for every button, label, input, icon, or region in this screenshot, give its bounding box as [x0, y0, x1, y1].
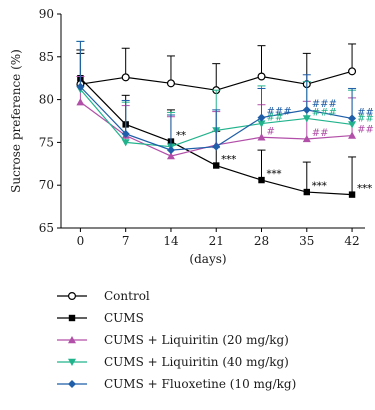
legend: Control CUMS CUMS + Liquiritin (20 mg/kg) C… — [57, 289, 296, 391]
data-point — [76, 82, 85, 91]
legend-marker — [68, 336, 76, 344]
series-control — [76, 43, 357, 95]
legend-label: CUMS — [104, 311, 144, 325]
y-tick-label: 90 — [39, 7, 54, 21]
data-point — [257, 120, 266, 128]
y-tick-label: 65 — [39, 221, 54, 235]
y-tick-label: 85 — [39, 50, 54, 64]
significance-mark: ## — [312, 128, 329, 139]
y-axis-title: Sucrose preference (%) — [9, 49, 23, 193]
x-axis-title: (days) — [189, 252, 226, 266]
data-point — [348, 114, 357, 123]
data-point — [348, 121, 357, 129]
data-point — [212, 142, 221, 151]
data-point — [166, 152, 175, 160]
data-point — [348, 67, 357, 76]
legend-item-cums-liquiritin-20-mg-kg: CUMS + Liquiritin (20 mg/kg) — [57, 333, 289, 347]
significance-mark: ## — [357, 107, 374, 118]
legend-label: CUMS + Fluoxetine (10 mg/kg) — [104, 377, 296, 391]
data-point — [302, 115, 311, 123]
significance-mark: *** — [221, 155, 236, 166]
x-tick-label: 0 — [77, 234, 85, 248]
axes: 65 70 75 80 85 90 0 7 14 21 28 35 42 (days) Sucrose pr… — [9, 7, 365, 266]
legend-marker — [68, 380, 76, 388]
data-point — [76, 98, 85, 106]
plot-series — [76, 40, 357, 198]
significance-annotations: *********** ***# ## #### ############# — [176, 99, 374, 195]
legend-marker — [68, 314, 76, 322]
data-point — [303, 188, 310, 196]
significance-mark: ## — [357, 125, 374, 136]
data-point — [348, 191, 356, 198]
data-point — [302, 105, 311, 114]
significance-mark: ### — [312, 107, 337, 118]
data-point — [121, 139, 130, 147]
data-point — [302, 134, 311, 143]
legend-item-cums-fluoxetine-10-mg-kg: CUMS + Fluoxetine (10 mg/kg) — [57, 377, 296, 391]
data-point — [121, 129, 130, 138]
data-point — [257, 113, 266, 122]
significance-mark: ## — [267, 113, 284, 124]
legend-item-cums-liquiritin-40-mg-kg: CUMS + Liquiritin (40 mg/kg) — [57, 355, 289, 369]
data-point — [121, 73, 130, 82]
x-tick-label: 21 — [209, 234, 224, 248]
x-tick-label: 35 — [299, 234, 314, 248]
data-point — [257, 72, 266, 81]
legend-label: CUMS + Liquiritin (40 mg/kg) — [104, 355, 289, 369]
significance-mark: *** — [267, 169, 282, 180]
x-tick-label: 14 — [163, 234, 179, 248]
significance-mark: *** — [357, 184, 372, 195]
data-point — [166, 146, 175, 155]
data-point — [258, 176, 265, 184]
significance-mark: # — [267, 126, 275, 137]
data-point — [348, 131, 357, 139]
data-point — [213, 162, 220, 169]
legend-item-control: Control — [57, 289, 150, 303]
data-point — [257, 133, 266, 141]
legend-label: CUMS + Liquiritin (20 mg/kg) — [104, 333, 289, 347]
significance-mark: ### — [312, 99, 337, 110]
legend-item-cums: CUMS — [57, 311, 144, 325]
data-point — [166, 79, 175, 88]
y-tick-label: 80 — [39, 93, 54, 107]
significance-mark: ## — [357, 113, 374, 124]
x-tick-label: 42 — [344, 234, 359, 248]
y-tick-label: 75 — [39, 135, 54, 149]
legend-marker — [68, 358, 76, 366]
significance-mark: *** — [312, 181, 327, 192]
significance-mark: ### — [267, 107, 292, 118]
significance-mark: ** — [176, 131, 186, 142]
x-tick-label: 7 — [122, 234, 130, 248]
y-tick-label: 70 — [39, 178, 54, 192]
legend-label: Control — [104, 289, 150, 303]
legend-marker — [67, 292, 76, 301]
x-tick-label: 28 — [254, 234, 269, 248]
series-cums-fluoxetine-10-mg-kg — [76, 40, 357, 155]
